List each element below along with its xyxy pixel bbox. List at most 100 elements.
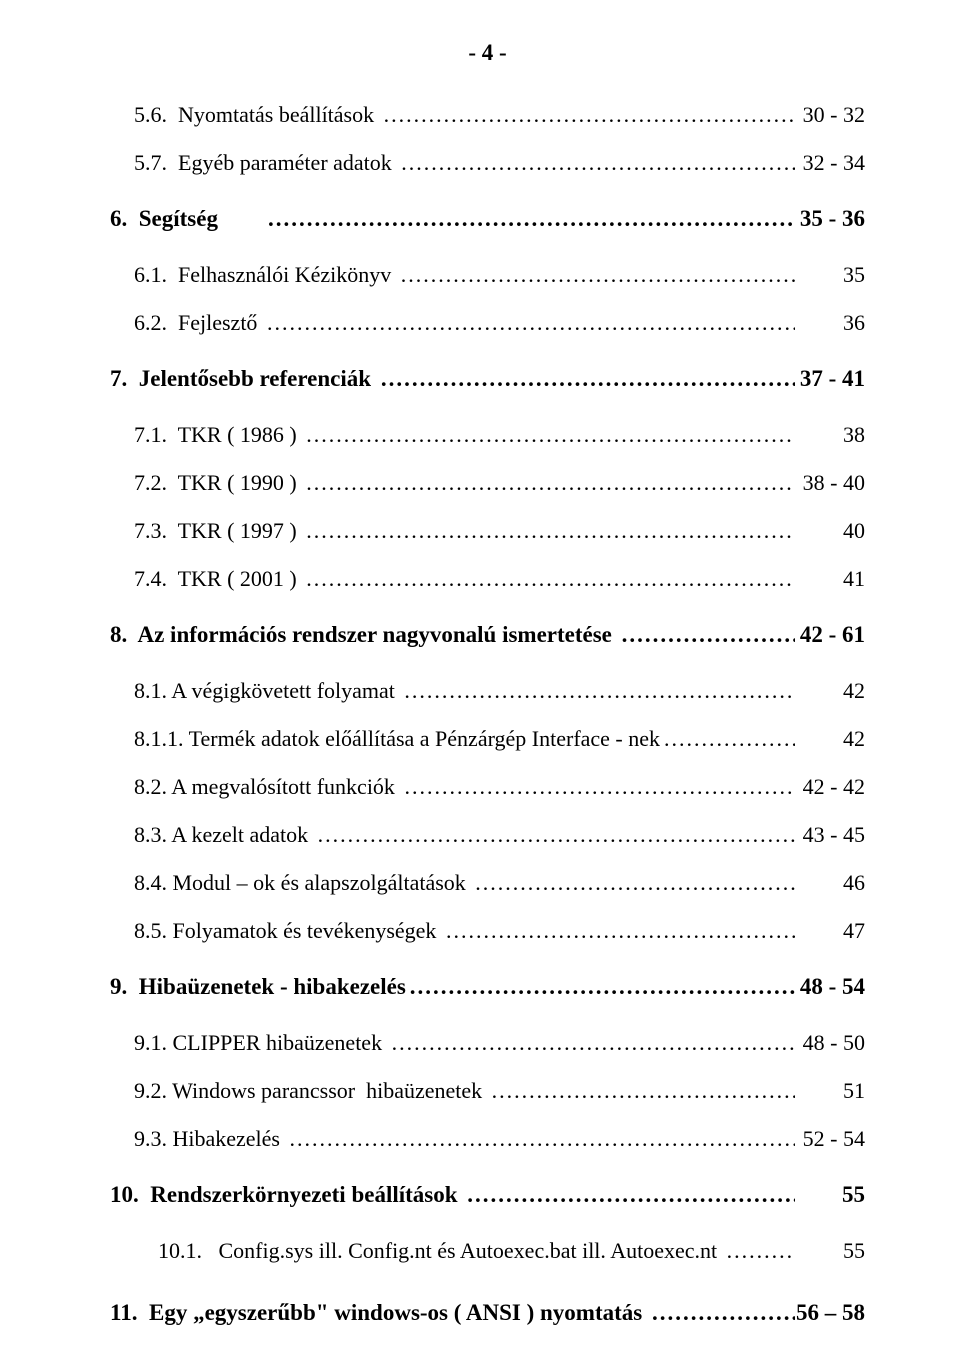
toc-row: 9.2. Windows parancssor hibaüzenetek ...…	[110, 1078, 865, 1104]
toc-entry-label: Felhasználói Kézikönyv	[167, 262, 397, 288]
toc-row: 8.2. A megvalósított funkciók ..........…	[110, 774, 865, 800]
toc-row: 9. Hibaüzenetek - hibakezelés...........…	[110, 974, 865, 1000]
toc-entry-label: Az információs rendszer nagyvonalú ismer…	[127, 622, 617, 648]
toc-entry-number: 6.	[110, 206, 127, 232]
toc-row: 8.1. A végigkövetett folyamat ..........…	[110, 678, 865, 704]
toc-leader-dots: ........................................…	[314, 822, 795, 848]
table-of-contents: 5.6. Nyomtatás beállítások .............…	[110, 102, 865, 1326]
toc-entry-label: Config.sys ill. Config.nt és Autoexec.ba…	[202, 1238, 723, 1264]
toc-entry-number: 9.3.	[110, 1126, 167, 1152]
toc-entry-label: Segítség	[127, 206, 264, 232]
toc-entry-label: Nyomtatás beállítások	[167, 102, 380, 128]
toc-row: 7. Jelentősebb referenciák .............…	[110, 366, 865, 392]
toc-entry-page: 42	[795, 678, 865, 704]
toc-row: 10.1. Config.sys ill. Config.nt és Autoe…	[110, 1238, 865, 1264]
toc-entry-label: Hibaüzenetek - hibakezelés	[127, 974, 406, 1000]
toc-row: 8.5. Folyamatok és tevékenységek .......…	[110, 918, 865, 944]
toc-row: 8.4. Modul – ok és alapszolgáltatások ..…	[110, 870, 865, 896]
toc-entry-number: 8.2.	[110, 774, 167, 800]
toc-entry-page: 35	[795, 262, 865, 288]
toc-row: 7.4. TKR ( 2001 ) ......................…	[110, 566, 865, 592]
toc-entry-label: Termék adatok előállítása a Pénzárgép In…	[184, 726, 661, 752]
toc-entry-label: A végigkövetett folyamat	[167, 678, 400, 704]
toc-entry-page: 41	[795, 566, 865, 592]
toc-leader-dots: ........................................…	[380, 102, 795, 128]
toc-entry-label: TKR ( 2001 )	[167, 566, 302, 592]
toc-entry-page: 55	[795, 1238, 865, 1264]
toc-row: 9.1. CLIPPER hibaüzenetek ..............…	[110, 1030, 865, 1056]
toc-entry-label: Windows parancssor hibaüzenetek	[167, 1078, 488, 1104]
toc-row: 7.3. TKR ( 1997 ) ......................…	[110, 518, 865, 544]
toc-entry-page: 43 - 45	[795, 822, 865, 848]
toc-leader-dots: ........................................…	[488, 1078, 795, 1104]
toc-entry-page: 56 – 58	[795, 1300, 865, 1326]
toc-entry-page: 46	[795, 870, 865, 896]
toc-entry-page: 30 - 32	[795, 102, 865, 128]
toc-entry-number: 9.	[110, 974, 127, 1000]
toc-leader-dots: ........................................…	[400, 678, 795, 704]
toc-row: 8.1.1. Termék adatok előállítása a Pénzá…	[110, 726, 865, 752]
toc-entry-label: A megvalósított funkciók	[167, 774, 400, 800]
toc-entry-number: 10.	[110, 1182, 139, 1208]
toc-entry-label: TKR ( 1990 )	[167, 470, 302, 496]
toc-entry-label: TKR ( 1997 )	[167, 518, 302, 544]
toc-row: 6. Segítség ............................…	[110, 206, 865, 232]
toc-leader-dots: ........................................…	[286, 1126, 796, 1152]
toc-leader-dots: ........................................…	[723, 1238, 795, 1264]
toc-leader-dots: ........................................…	[302, 422, 795, 448]
toc-entry-page: 55	[795, 1182, 865, 1208]
toc-row: 9.3. Hibakezelés .......................…	[110, 1126, 865, 1152]
toc-leader-dots: ........................................…	[471, 870, 795, 896]
toc-entry-number: 7.	[110, 366, 127, 392]
toc-entry-page: 47	[795, 918, 865, 944]
toc-row: 8.3. A kezelt adatok ...................…	[110, 822, 865, 848]
toc-entry-label: Egyéb paraméter adatok	[167, 150, 397, 176]
toc-entry-page: 32 - 34	[795, 150, 865, 176]
toc-entry-number: 8.	[110, 622, 127, 648]
toc-entry-page: 40	[795, 518, 865, 544]
toc-entry-label: CLIPPER hibaüzenetek	[167, 1030, 388, 1056]
toc-entry-number: 5.7.	[110, 150, 167, 176]
toc-row: 6.2. Fejlesztő .........................…	[110, 310, 865, 336]
toc-entry-page: 37 - 41	[795, 366, 865, 392]
toc-entry-label: Fejlesztő	[167, 310, 263, 336]
toc-leader-dots: ........................................…	[264, 206, 795, 232]
toc-entry-number: 8.4.	[110, 870, 167, 896]
toc-row: 11. Egy „egyszerűbb" windows-os ( ANSI )…	[110, 1300, 865, 1326]
toc-entry-label: TKR ( 1986 )	[167, 422, 302, 448]
toc-entry-number: 5.6.	[110, 102, 167, 128]
toc-entry-number: 7.3.	[110, 518, 167, 544]
toc-row: 7.2. TKR ( 1990 ) ......................…	[110, 470, 865, 496]
toc-entry-page: 42 - 42	[795, 774, 865, 800]
toc-leader-dots: ........................................…	[263, 310, 795, 336]
toc-entry-page: 42	[795, 726, 865, 752]
toc-row: 5.7. Egyéb paraméter adatok ............…	[110, 150, 865, 176]
toc-leader-dots: ........................................…	[302, 518, 795, 544]
toc-entry-page: 36	[795, 310, 865, 336]
toc-row: 6.1. Felhasználói Kézikönyv ............…	[110, 262, 865, 288]
toc-leader-dots: ........................................…	[397, 150, 795, 176]
toc-entry-label: Egy „egyszerűbb" windows-os ( ANSI ) nyo…	[137, 1300, 648, 1326]
toc-entry-page: 51	[795, 1078, 865, 1104]
toc-leader-dots: ........................................…	[400, 774, 795, 800]
toc-leader-dots: ........................................…	[406, 974, 795, 1000]
toc-entry-page: 38 - 40	[795, 470, 865, 496]
toc-entry-label: Jelentősebb referenciák	[127, 366, 377, 392]
toc-entry-number: 8.5.	[110, 918, 167, 944]
toc-entry-number: 7.4.	[110, 566, 167, 592]
toc-entry-number: 7.1.	[110, 422, 167, 448]
toc-leader-dots: ........................................…	[388, 1030, 795, 1056]
toc-leader-dots: ........................................…	[397, 262, 795, 288]
toc-entry-page: 35 - 36	[795, 206, 865, 232]
toc-row: 10. Rendszerkörnyezeti beállítások .....…	[110, 1182, 865, 1208]
toc-leader-dots: ........................................…	[442, 918, 795, 944]
toc-entry-number: 7.2.	[110, 470, 167, 496]
toc-row: 5.6. Nyomtatás beállítások .............…	[110, 102, 865, 128]
toc-entry-page: 48 - 54	[795, 974, 865, 1000]
toc-leader-dots: ........................................…	[660, 726, 795, 752]
toc-entry-page: 42 - 61	[795, 622, 865, 648]
toc-row: 7.1. TKR ( 1986 ) ......................…	[110, 422, 865, 448]
toc-entry-label: Hibakezelés	[167, 1126, 286, 1152]
toc-entry-page: 52 - 54	[795, 1126, 865, 1152]
toc-leader-dots: ........................................…	[648, 1300, 795, 1326]
